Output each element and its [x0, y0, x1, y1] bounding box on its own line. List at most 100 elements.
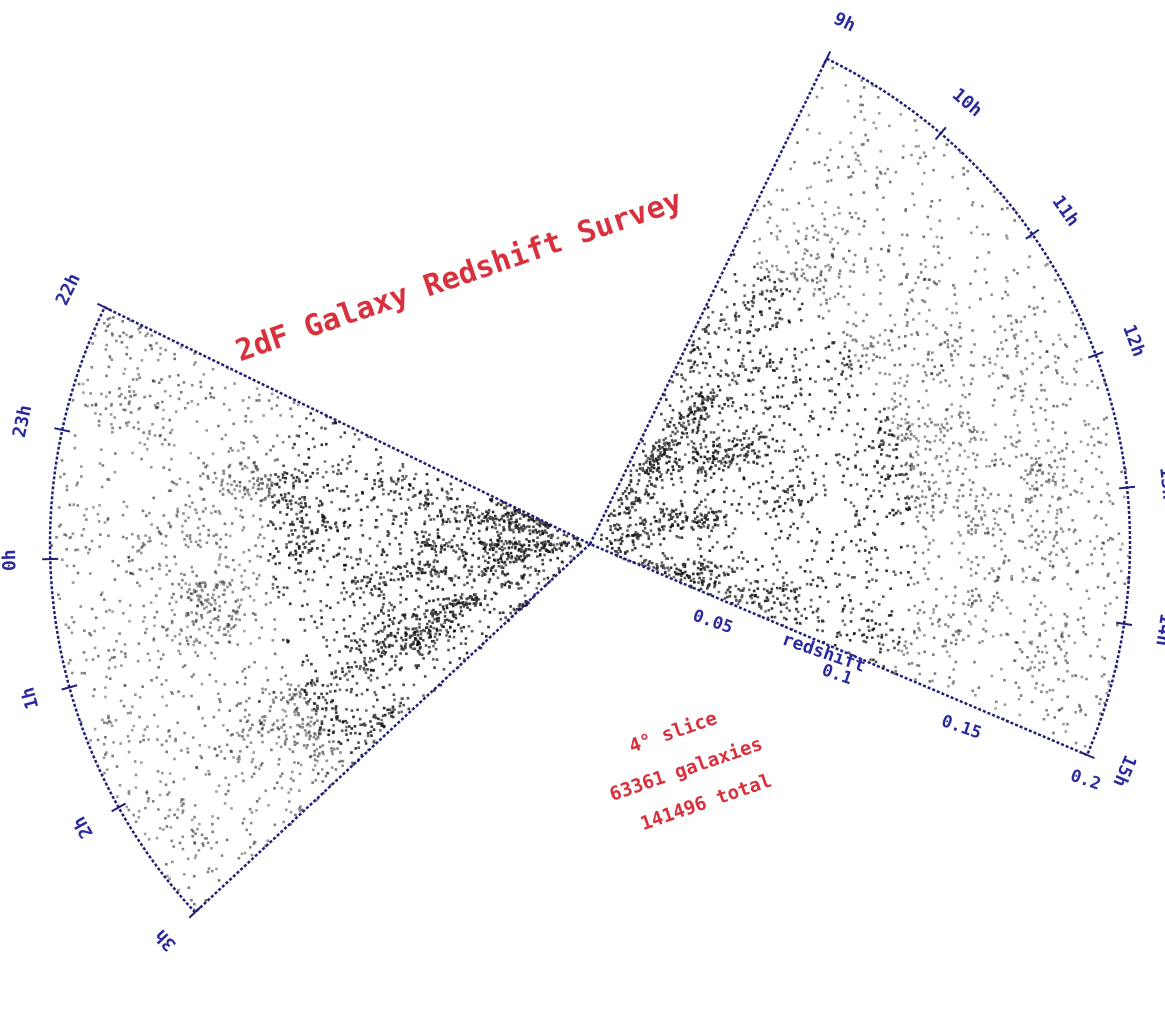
galaxy-point [1053, 355, 1057, 358]
galaxy-point [877, 603, 881, 606]
galaxy-point [666, 557, 669, 560]
galaxy-point [305, 513, 308, 517]
galaxy-point [570, 559, 573, 562]
galaxy-point [165, 634, 169, 637]
galaxy-point [732, 489, 736, 493]
galaxy-point [855, 509, 858, 513]
galaxy-point [838, 269, 842, 273]
galaxy-point [1015, 320, 1019, 324]
galaxy-point [962, 166, 965, 170]
galaxy-point [382, 642, 386, 646]
galaxy-point [724, 323, 728, 326]
galaxy-point [901, 480, 905, 484]
galaxy-point [921, 380, 925, 383]
galaxy-point [768, 406, 772, 409]
galaxy-point [854, 525, 857, 528]
galaxy-point [843, 604, 846, 608]
galaxy-point [888, 180, 892, 184]
galaxy-point [218, 604, 221, 608]
galaxy-point [399, 586, 403, 589]
galaxy-point [932, 608, 935, 611]
galaxy-point [883, 328, 887, 332]
galaxy-point [364, 644, 367, 647]
galaxy-point [935, 455, 939, 458]
galaxy-point [836, 241, 840, 245]
galaxy-point [145, 514, 148, 517]
galaxy-point [860, 79, 863, 82]
galaxy-point [661, 552, 665, 555]
galaxy-point [727, 455, 730, 459]
galaxy-point [682, 526, 685, 529]
galaxy-point [1101, 541, 1104, 545]
galaxy-point [1075, 370, 1078, 374]
galaxy-point [975, 495, 978, 498]
galaxy-point [1059, 527, 1063, 530]
galaxy-point [516, 542, 519, 546]
galaxy-point [1028, 534, 1031, 538]
galaxy-point [304, 526, 307, 530]
galaxy-point [224, 633, 228, 637]
galaxy-point [261, 740, 264, 744]
galaxy-point [974, 458, 977, 462]
galaxy-point [486, 513, 489, 516]
galaxy-point [122, 408, 125, 412]
galaxy-point [876, 177, 879, 180]
galaxy-point [854, 211, 858, 215]
galaxy-point [708, 352, 711, 356]
galaxy-point [278, 485, 281, 489]
galaxy-point [411, 615, 414, 619]
galaxy-point [676, 430, 679, 433]
galaxy-point [1006, 376, 1010, 380]
galaxy-point [491, 510, 495, 514]
galaxy-point [962, 542, 965, 545]
galaxy-point [768, 300, 771, 303]
galaxy-point [1038, 356, 1042, 359]
galaxy-point [696, 479, 700, 483]
galaxy-point [1086, 563, 1089, 566]
galaxy-point [634, 496, 638, 500]
galaxy-point [982, 363, 985, 367]
galaxy-point [775, 554, 778, 558]
galaxy-point [798, 480, 801, 483]
galaxy-point [916, 362, 920, 366]
galaxy-point [1036, 306, 1039, 309]
galaxy-point [739, 416, 742, 419]
galaxy-point [878, 371, 882, 375]
galaxy-point [631, 548, 634, 552]
galaxy-point [870, 557, 873, 560]
galaxy-point [1096, 585, 1100, 589]
galaxy-point [565, 542, 569, 546]
galaxy-point [1045, 690, 1049, 694]
galaxy-point [906, 374, 909, 378]
galaxy-point [114, 452, 117, 455]
galaxy-point [823, 163, 827, 167]
galaxy-point [426, 631, 430, 634]
galaxy-point [696, 408, 699, 412]
galaxy-point [125, 424, 129, 427]
galaxy-point [674, 508, 678, 511]
galaxy-point [287, 492, 291, 495]
galaxy-point [357, 438, 361, 441]
galaxy-point [82, 391, 85, 394]
galaxy-point [447, 639, 450, 642]
galaxy-point [196, 526, 200, 530]
galaxy-point [695, 431, 699, 435]
galaxy-point [985, 465, 988, 468]
galaxy-point [991, 533, 995, 537]
galaxy-point [235, 704, 238, 707]
galaxy-point [405, 562, 409, 565]
galaxy-point [242, 817, 246, 821]
galaxy-point [520, 607, 523, 611]
galaxy-point [720, 318, 723, 322]
galaxy-point [99, 533, 102, 536]
galaxy-point [1079, 358, 1083, 361]
galaxy-point [711, 388, 715, 391]
galaxy-point [261, 498, 265, 502]
galaxy-point [820, 86, 824, 90]
galaxy-point [302, 618, 306, 621]
galaxy-point [298, 772, 302, 776]
galaxy-point [656, 449, 660, 452]
galaxy-point [1051, 627, 1055, 630]
galaxy-point [1023, 382, 1027, 386]
galaxy-point [424, 502, 427, 505]
